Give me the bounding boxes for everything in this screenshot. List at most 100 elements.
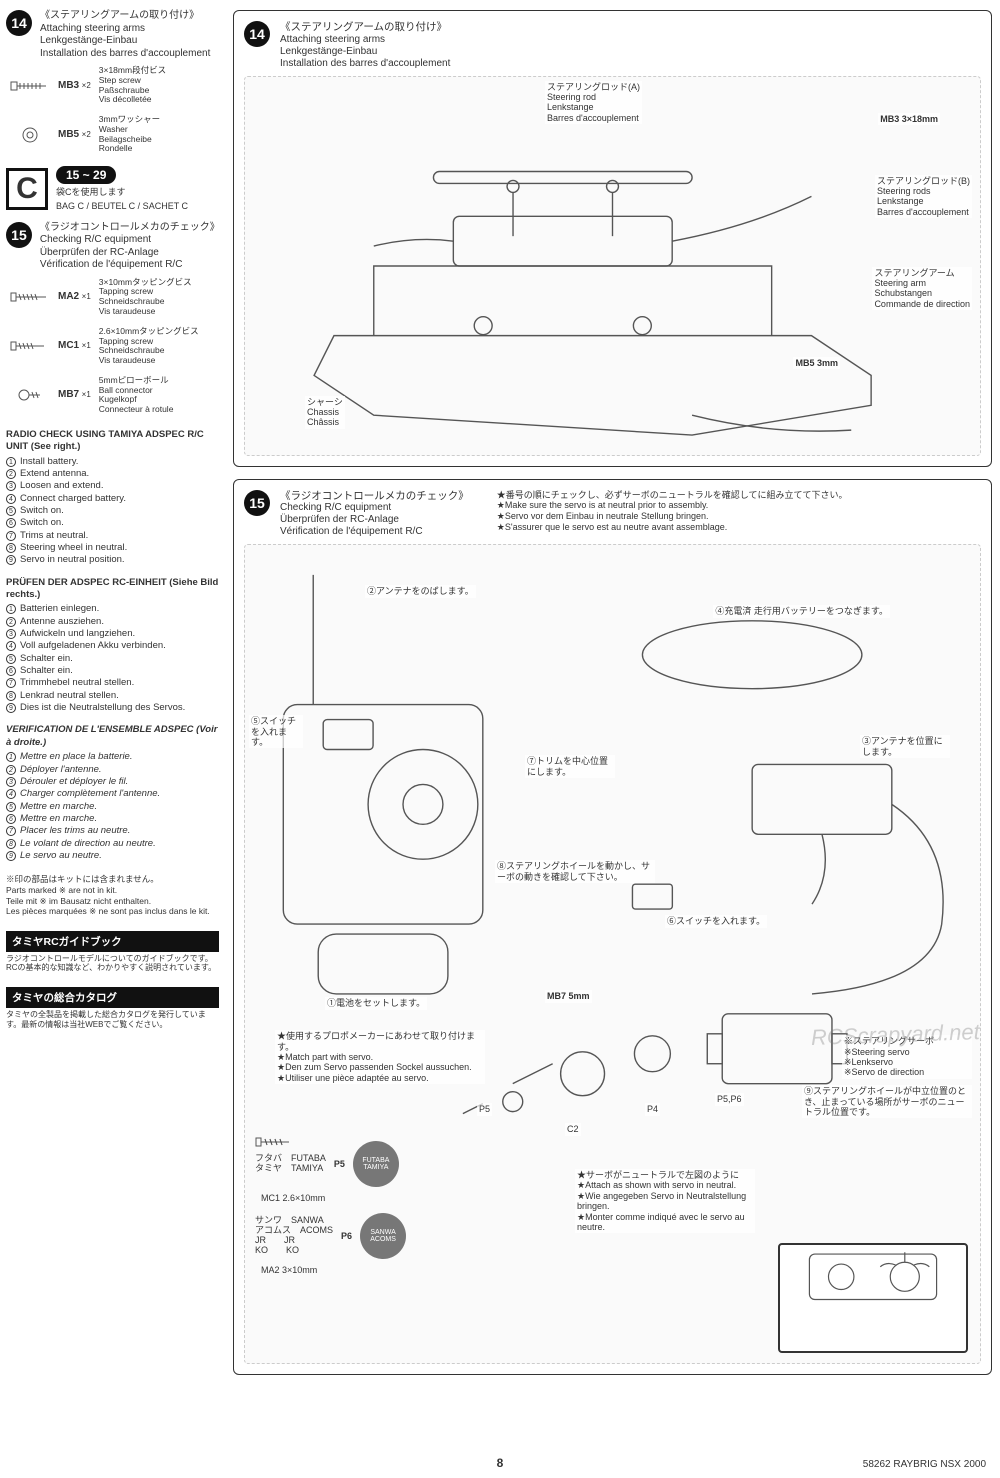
washer-icon	[10, 123, 50, 147]
radio-step: 1Mettre en place la batterie.	[6, 751, 219, 763]
step15-en: Checking R/C equipment	[40, 234, 219, 247]
num3: ③アンテナを位置にします。	[860, 735, 950, 758]
neutral-note: ★サーボがニュートラルで左図のように ★Attach as shown with…	[575, 1169, 755, 1233]
radio-step: 4Connect charged battery.	[6, 493, 219, 505]
step14-jp: 《ステアリングアームの取り付け》	[40, 10, 210, 23]
panel15-badge: 15	[244, 490, 270, 516]
bag-letter: C	[6, 168, 48, 210]
part-mb7: MB7 ×1 5mmピローボール Ball connector Kugelkop…	[10, 376, 219, 415]
bag-jp: 袋Cを使用します	[56, 187, 188, 198]
panel15-en: Checking R/C equipment	[280, 502, 469, 514]
page-number: 8	[497, 1456, 504, 1470]
screw-icon	[10, 285, 50, 309]
radio-step: 5Switch on.	[6, 505, 219, 517]
footer-catalog-txt: タミヤの全製品を掲載した総合カタログを発行しています。最新の情報は当社WEBでご…	[6, 1010, 219, 1029]
step15-badge: 15	[6, 222, 32, 248]
num5: ⑤スイッチを入れます。	[249, 715, 303, 748]
chain-p56: P5,P6	[715, 1093, 744, 1105]
num6: ⑥スイッチを入れます。	[665, 915, 767, 927]
num2: ②アンテナをのばします。	[365, 585, 476, 597]
ball-icon	[10, 383, 50, 407]
chain-p5: P5	[477, 1103, 492, 1115]
screw-icon	[10, 334, 50, 358]
step14-fr: Installation des barres d'accouplement	[40, 48, 210, 61]
step14-badge: 14	[6, 10, 32, 36]
screw-icon	[255, 1135, 555, 1275]
radio-step: 5Mettre en marche.	[6, 801, 219, 813]
radio-step: 1Batterien einlegen.	[6, 603, 219, 615]
chain-p4: P4	[645, 1103, 660, 1115]
panel14-de: Lenkgestänge-Einbau	[280, 46, 450, 58]
model-number: 58262 RAYBRIG NSX 2000	[863, 1459, 986, 1470]
diagram-14: ステアリングロッド(A) Steering rod Lenkstange Bar…	[244, 76, 981, 456]
radio-step: 4Charger complètement l'antenne.	[6, 788, 219, 800]
step14-header: 14 《ステアリングアームの取り付け》 Attaching steering a…	[6, 10, 219, 60]
part-mc1: MC1 ×1 2.6×10mmタッピングビス Tapping screw Sch…	[10, 327, 219, 366]
panel15-jp: 《ラジオコントロールメカのチェック》	[280, 490, 469, 503]
left-column: 14 《ステアリングアームの取り付け》 Attaching steering a…	[0, 0, 225, 1478]
panel14-fr: Installation des barres d'accouplement	[280, 58, 450, 70]
radio-step: 2Déployer l'antenne.	[6, 764, 219, 776]
radio-step: 9Le servo au neutre.	[6, 850, 219, 862]
footer-catalog: タミヤの総合カタログ	[6, 987, 219, 1008]
callout-arm: ステアリングアーム Steering arm Schubstangen Comm…	[872, 267, 972, 310]
step15-de: Überprüfen der RC-Anlage	[40, 247, 219, 260]
step15-header: 15 《ラジオコントロールメカのチェック》 Checking R/C equip…	[6, 222, 219, 272]
radio-step: 7Trimmhebel neutral stellen.	[6, 677, 219, 689]
radio-step: 6Schalter ein.	[6, 665, 219, 677]
radio-step: 2Extend antenna.	[6, 468, 219, 480]
num8: ⑧ステアリングホイールを動かし、サーボの動きを確認して下さい。	[495, 860, 655, 883]
step14-de: Lenkgestänge-Einbau	[40, 35, 210, 48]
panel15-star1: ★Make sure the servo is at neutral prior…	[497, 500, 848, 511]
bag-c-block: C 15 ~ 29 袋Cを使用します BAG C / BEUTEL C / SA…	[6, 166, 219, 212]
num9: ⑨ステアリングホイールが中立位置のとき、止まっている場所がサーボのニュートラル位…	[802, 1085, 972, 1118]
step15-jp: 《ラジオコントロールメカのチェック》	[40, 222, 219, 235]
radio-step: 8Le volant de direction au neutre.	[6, 838, 219, 850]
panel15-de: Überprüfen der RC-Anlage	[280, 514, 469, 526]
radio-step: 7Trims at neutral.	[6, 530, 219, 542]
radio-step: 9Dies ist die Neutralstellung des Servos…	[6, 702, 219, 714]
panel-14: 14 《ステアリングアームの取り付け》 Attaching steering a…	[233, 10, 992, 467]
part-ma2: MA2 ×1 3×10mmタッピングビス Tapping screw Schne…	[10, 278, 219, 317]
panel15-star3: ★S'assurer que le servo est au neutre av…	[497, 522, 848, 533]
screw-icon	[10, 74, 50, 98]
radio-step: 2Antenne ausziehen.	[6, 616, 219, 628]
panel15-star2: ★Servo vor dem Einbau in neutrale Stellu…	[497, 511, 848, 522]
radio-step: 1Install battery.	[6, 456, 219, 468]
radio-step: 9Servo in neutral position.	[6, 554, 219, 566]
radio-step: 5Schalter ein.	[6, 653, 219, 665]
radio-step: 8Steering wheel in neutral.	[6, 542, 219, 554]
step14-en: Attaching steering arms	[40, 23, 210, 36]
panel14-badge: 14	[244, 21, 270, 47]
callout-mb3: MB3 3×18mm	[878, 113, 940, 125]
servo-label: ※ステアリングサーボ ※Steering servo ※Lenkservo ※S…	[842, 1035, 972, 1078]
part-mb3: MB3 ×2 3×18mm段付ビス Step screw Paßschraube…	[10, 66, 219, 105]
radio-step: 4Voll aufgeladenen Akku verbinden.	[6, 640, 219, 652]
panel14-jp: 《ステアリングアームの取り付け》	[280, 21, 450, 34]
bag-range: 15 ~ 29	[56, 166, 116, 184]
servo-neutral-box	[778, 1243, 968, 1353]
match-note: ★使用するプロポメーカーにあわせて取り付けます。 ★Match part wit…	[275, 1030, 485, 1084]
num7: ⑦トリムを中心位置にします。	[525, 755, 615, 778]
chain-c2: C2	[565, 1123, 581, 1135]
panel-15: 15 《ラジオコントロールメカのチェック》 Checking R/C equip…	[233, 479, 992, 1376]
num1: ①電池をセットします。	[325, 997, 427, 1009]
panel15-starjp: ★番号の順にチェックし、必ずサーボのニュートラルを確認してに組み立てて下さい。	[497, 490, 848, 501]
callout-rod-a: ステアリングロッド(A) Steering rod Lenkstange Bar…	[545, 81, 642, 124]
radio-step: 8Lenkrad neutral stellen.	[6, 690, 219, 702]
radio-step: 3Loosen and extend.	[6, 480, 219, 492]
footer-guidebook-txt: ラジオコントロールモデルについてのガイドブックです。RCの基本的な知識など、わか…	[6, 954, 219, 973]
right-column: 14 《ステアリングアームの取り付け》 Attaching steering a…	[225, 0, 1000, 1478]
radio-step: 6Mettre en marche.	[6, 813, 219, 825]
panel15-fr: Vérification de l'équipement R/C	[280, 526, 469, 538]
servo-top-icon	[780, 1245, 966, 1309]
bag-line: BAG C / BEUTEL C / SACHET C	[56, 201, 188, 212]
footer-guidebook: タミヤRCガイドブック	[6, 931, 219, 952]
callout-rod-b: ステアリングロッド(B) Steering rods Lenkstange Ba…	[875, 175, 972, 218]
kit-note: ※印の部品はキットには含まれません。 Parts marked ※ are no…	[6, 874, 219, 917]
panel14-en: Attaching steering arms	[280, 34, 450, 46]
num4: ④充電済 走行用バッテリーをつなぎます。	[713, 605, 890, 617]
step15-fr: Vérification de l'équipement R/C	[40, 259, 219, 272]
radio-step: 6Switch on.	[6, 517, 219, 529]
radio-check-en: RADIO CHECK USING TAMIYA ADSPEC R/C UNIT…	[6, 429, 219, 862]
